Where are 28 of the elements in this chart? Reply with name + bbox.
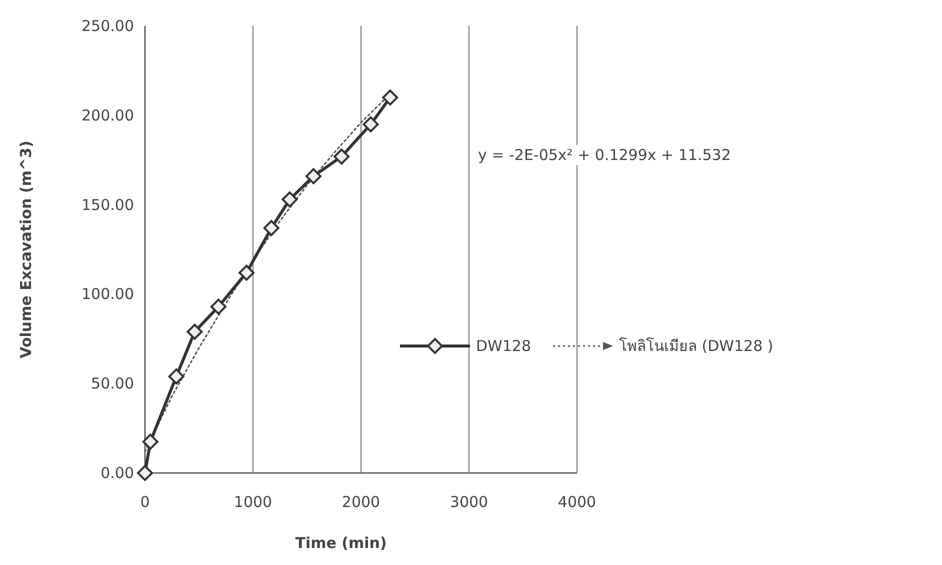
point [210, 298, 226, 315]
point [168, 368, 184, 384]
y-tick-label: 250.00 [82, 17, 134, 35]
x-tick-label: 0 [140, 493, 150, 511]
point [142, 434, 158, 450]
point [263, 220, 280, 236]
y-tick-label: 150.00 [82, 196, 134, 214]
legend-label: โพลิโนเมียล (DW128 ) [619, 337, 774, 355]
point [305, 168, 322, 184]
x-tick-label: 1000 [234, 493, 272, 511]
y-tick-label: 0.00 [100, 464, 134, 482]
annotation: y = -2E-05x² + 0.1299x + 11.532 [478, 146, 731, 164]
y-tick-label: 100.00 [82, 285, 134, 304]
point [137, 465, 153, 481]
x-tick-label: 3000 [450, 493, 488, 511]
point [334, 148, 350, 165]
point [238, 264, 255, 281]
point [282, 191, 298, 208]
point [362, 116, 379, 132]
point [382, 90, 398, 106]
x-tick-label: 4000 [558, 493, 596, 511]
y-axis-title: Volume Excavation (m^3) [17, 140, 35, 358]
x-axis-title: Time (min) [295, 534, 387, 552]
legend-label: DW128 [476, 337, 532, 355]
y-tick-label: 200.00 [82, 106, 134, 124]
x-tick-label: 2000 [342, 493, 380, 511]
point [186, 324, 203, 340]
y-tick-label: 50.00 [91, 374, 134, 393]
